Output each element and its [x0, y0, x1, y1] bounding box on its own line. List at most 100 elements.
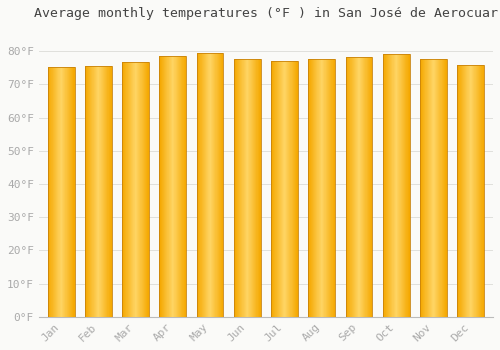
Bar: [234, 59, 260, 317]
Bar: [273, 61, 274, 317]
Bar: [309, 59, 310, 317]
Bar: [184, 56, 185, 317]
Bar: [476, 64, 477, 317]
Bar: [198, 53, 199, 317]
Bar: [251, 59, 252, 317]
Bar: [283, 61, 284, 317]
Bar: [442, 59, 443, 317]
Bar: [206, 53, 207, 317]
Bar: [245, 59, 246, 317]
Bar: [62, 67, 63, 317]
Bar: [330, 59, 331, 317]
Bar: [148, 62, 149, 317]
Bar: [322, 59, 323, 317]
Bar: [202, 53, 203, 317]
Bar: [403, 54, 404, 317]
Bar: [470, 64, 472, 317]
Bar: [423, 59, 424, 317]
Bar: [319, 59, 320, 317]
Bar: [315, 59, 316, 317]
Bar: [248, 59, 249, 317]
Bar: [53, 67, 54, 317]
Bar: [241, 59, 242, 317]
Bar: [92, 66, 93, 317]
Bar: [170, 56, 171, 317]
Bar: [480, 64, 481, 317]
Bar: [219, 53, 220, 317]
Bar: [215, 53, 216, 317]
Bar: [201, 53, 202, 317]
Bar: [275, 61, 276, 317]
Bar: [316, 59, 317, 317]
Bar: [222, 53, 223, 317]
Bar: [259, 59, 260, 317]
Bar: [329, 59, 330, 317]
Bar: [255, 59, 256, 317]
Bar: [135, 62, 136, 317]
Bar: [353, 57, 354, 317]
Bar: [67, 67, 68, 317]
Bar: [122, 62, 149, 317]
Bar: [478, 64, 479, 317]
Bar: [176, 56, 177, 317]
Bar: [124, 62, 125, 317]
Bar: [425, 59, 426, 317]
Bar: [436, 59, 437, 317]
Bar: [141, 62, 142, 317]
Bar: [55, 67, 56, 317]
Bar: [204, 53, 206, 317]
Bar: [286, 61, 287, 317]
Bar: [296, 61, 297, 317]
Bar: [240, 59, 241, 317]
Bar: [122, 62, 124, 317]
Bar: [96, 66, 97, 317]
Bar: [85, 66, 112, 317]
Bar: [71, 67, 72, 317]
Bar: [258, 59, 259, 317]
Bar: [370, 57, 371, 317]
Bar: [477, 64, 478, 317]
Bar: [277, 61, 278, 317]
Bar: [73, 67, 74, 317]
Bar: [107, 66, 108, 317]
Bar: [421, 59, 422, 317]
Bar: [401, 54, 402, 317]
Bar: [137, 62, 138, 317]
Bar: [220, 53, 221, 317]
Bar: [178, 56, 180, 317]
Bar: [271, 61, 272, 317]
Bar: [479, 64, 480, 317]
Bar: [218, 53, 219, 317]
Bar: [140, 62, 141, 317]
Bar: [212, 53, 213, 317]
Bar: [424, 59, 425, 317]
Bar: [72, 67, 73, 317]
Bar: [59, 67, 60, 317]
Bar: [422, 59, 423, 317]
Bar: [93, 66, 94, 317]
Bar: [209, 53, 210, 317]
Bar: [172, 56, 173, 317]
Bar: [88, 66, 90, 317]
Bar: [404, 54, 405, 317]
Bar: [108, 66, 109, 317]
Bar: [328, 59, 329, 317]
Bar: [272, 61, 273, 317]
Bar: [252, 59, 253, 317]
Bar: [312, 59, 313, 317]
Bar: [458, 64, 484, 317]
Bar: [359, 57, 360, 317]
Bar: [69, 67, 70, 317]
Bar: [348, 57, 349, 317]
Bar: [177, 56, 178, 317]
Bar: [185, 56, 186, 317]
Bar: [217, 53, 218, 317]
Bar: [363, 57, 364, 317]
Bar: [279, 61, 280, 317]
Bar: [308, 59, 309, 317]
Bar: [311, 59, 312, 317]
Bar: [64, 67, 65, 317]
Bar: [173, 56, 174, 317]
Bar: [282, 61, 283, 317]
Bar: [197, 53, 198, 317]
